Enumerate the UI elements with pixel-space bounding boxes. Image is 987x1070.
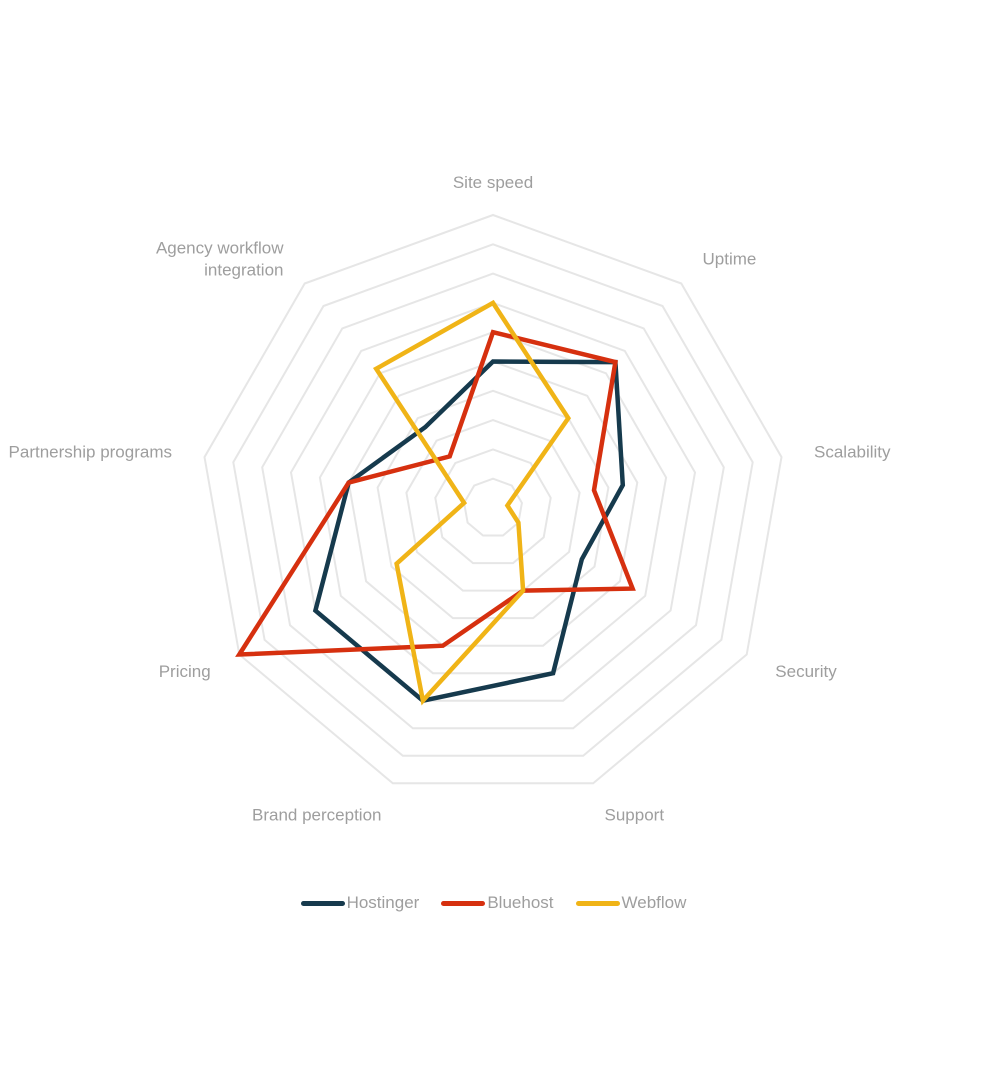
grid-ring bbox=[463, 477, 523, 537]
axis-label: Brand perception bbox=[252, 805, 381, 824]
legend-item-bluehost[interactable]: Bluehost bbox=[441, 893, 554, 913]
grid-ring bbox=[318, 331, 668, 675]
axis-label: Scalability bbox=[814, 442, 891, 461]
legend-label: Hostinger bbox=[346, 893, 420, 912]
series-group bbox=[235, 299, 636, 706]
axis-label: Site speed bbox=[453, 173, 533, 192]
axis-label: Uptime bbox=[703, 249, 757, 268]
axis-label: Support bbox=[605, 805, 665, 824]
axis-label: Pricing bbox=[159, 662, 211, 681]
legend-item-hostinger[interactable]: Hostinger bbox=[300, 893, 420, 913]
grid-ring bbox=[203, 213, 783, 785]
legend-item-webflow[interactable]: Webflow bbox=[575, 893, 687, 913]
series-bluehost bbox=[235, 329, 636, 657]
series-hostinger bbox=[312, 359, 626, 704]
grid-ring bbox=[347, 360, 639, 647]
legend-label: Webflow bbox=[621, 893, 687, 912]
grid bbox=[203, 213, 783, 785]
legend-swatch bbox=[441, 900, 486, 906]
grid-ring bbox=[289, 301, 697, 702]
grid-ring bbox=[376, 389, 610, 620]
grid-ring bbox=[232, 243, 754, 757]
axis-label: Agency workflow integration bbox=[156, 238, 284, 279]
axis-label: Partnership programs bbox=[9, 442, 172, 461]
grid-ring bbox=[405, 419, 581, 592]
grid-ring bbox=[261, 272, 725, 730]
legend: Hostinger Bluehost Webflow bbox=[0, 893, 987, 913]
legend-label: Bluehost bbox=[487, 893, 554, 912]
axis-label: Security bbox=[775, 662, 837, 681]
legend-swatch bbox=[575, 900, 620, 906]
series-webflow bbox=[372, 299, 572, 706]
legend-swatch bbox=[300, 900, 345, 906]
axis-labels: Site speed Uptime Scalability Security Suppo… bbox=[9, 173, 892, 824]
grid-ring bbox=[434, 448, 552, 565]
